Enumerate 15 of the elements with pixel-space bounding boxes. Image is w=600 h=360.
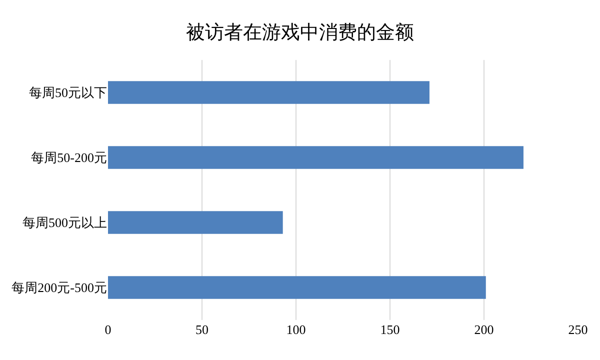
y-tick-label: 每周500元以上 [22, 215, 107, 230]
y-tick-label: 每周200元-500元 [12, 280, 107, 296]
x-tick-label: 100 [286, 322, 306, 337]
x-tick-label: 250 [568, 322, 588, 337]
y-tick-label: 每周50-200元 [31, 150, 107, 166]
x-tick-label: 50 [196, 322, 208, 337]
x-tick-label: 150 [380, 322, 400, 337]
bar [108, 146, 524, 169]
chart-title: 被访者在游戏中消费的金额 [186, 22, 414, 44]
bar [108, 211, 283, 234]
bar [108, 81, 430, 104]
bar [108, 276, 486, 299]
x-tick-label: 200 [474, 322, 494, 337]
x-tick-label: 0 [104, 322, 112, 337]
y-tick-label: 每周50元以下 [29, 85, 107, 100]
